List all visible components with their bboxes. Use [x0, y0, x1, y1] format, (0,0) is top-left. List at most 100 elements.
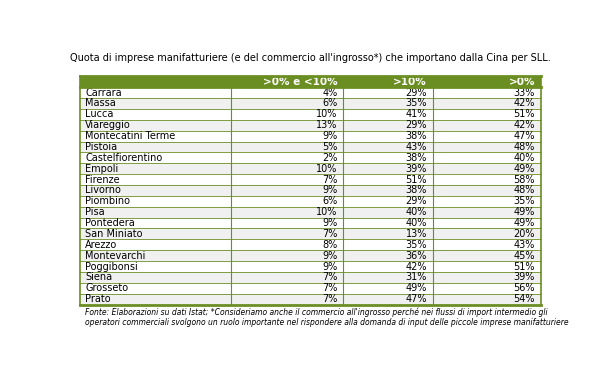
Text: 6%: 6% — [322, 98, 338, 109]
Bar — [81, 141, 231, 152]
Text: 48%: 48% — [514, 142, 535, 152]
Bar — [81, 218, 231, 228]
Bar — [81, 261, 231, 272]
Bar — [231, 120, 344, 131]
Text: 39%: 39% — [514, 272, 535, 282]
Text: 35%: 35% — [513, 196, 535, 206]
Bar — [231, 283, 344, 294]
Text: 48%: 48% — [514, 185, 535, 195]
Bar — [344, 98, 433, 109]
Bar — [433, 228, 541, 239]
Text: 40%: 40% — [405, 218, 427, 228]
Bar — [231, 228, 344, 239]
Text: 45%: 45% — [513, 251, 535, 261]
Bar — [433, 218, 541, 228]
Text: Pisa: Pisa — [85, 207, 105, 217]
Text: 51%: 51% — [513, 109, 535, 119]
Bar — [231, 152, 344, 163]
Text: 9%: 9% — [322, 218, 338, 228]
Bar — [433, 239, 541, 250]
Text: >0%: >0% — [508, 77, 535, 87]
Bar — [231, 131, 344, 141]
Bar — [81, 228, 231, 239]
Bar — [81, 207, 231, 218]
Text: 31%: 31% — [405, 272, 427, 282]
Bar — [231, 163, 344, 174]
Text: Fonte: Elaborazioni su dati Istat; *Consideriamo anche il commercio all'ingrosso: Fonte: Elaborazioni su dati Istat; *Cons… — [85, 307, 569, 328]
Text: 38%: 38% — [405, 131, 427, 141]
Bar — [81, 163, 231, 174]
Text: 41%: 41% — [405, 109, 427, 119]
Text: 29%: 29% — [405, 196, 427, 206]
Bar — [81, 131, 231, 141]
Text: Firenze: Firenze — [85, 174, 120, 185]
Text: 9%: 9% — [322, 131, 338, 141]
Text: Lucca: Lucca — [85, 109, 113, 119]
Text: 49%: 49% — [405, 283, 427, 293]
Bar — [433, 261, 541, 272]
Bar — [344, 152, 433, 163]
Bar — [344, 131, 433, 141]
Bar — [344, 239, 433, 250]
Text: 7%: 7% — [322, 283, 338, 293]
Text: 42%: 42% — [405, 261, 427, 272]
Text: 51%: 51% — [405, 174, 427, 185]
Bar — [81, 98, 231, 109]
Bar — [231, 272, 344, 283]
Text: 36%: 36% — [405, 251, 427, 261]
Bar — [81, 174, 231, 185]
Text: Castelfiorentino: Castelfiorentino — [85, 153, 162, 163]
Bar — [81, 239, 231, 250]
Text: San Miniato: San Miniato — [85, 229, 142, 239]
Bar — [231, 218, 344, 228]
Text: 10%: 10% — [316, 109, 338, 119]
Text: Grosseto: Grosseto — [85, 283, 128, 293]
Text: Massa: Massa — [85, 98, 116, 109]
Text: Pontedera: Pontedera — [85, 218, 135, 228]
Text: Viareggio: Viareggio — [85, 120, 131, 130]
Text: 39%: 39% — [405, 164, 427, 174]
Bar — [231, 109, 344, 120]
Bar — [81, 152, 231, 163]
Text: 49%: 49% — [514, 164, 535, 174]
Text: 2%: 2% — [322, 153, 338, 163]
Text: Quota di imprese manifatturiere (e del commercio all'ingrosso*) che importano da: Quota di imprese manifatturiere (e del c… — [70, 53, 551, 63]
Text: 33%: 33% — [514, 88, 535, 98]
Bar — [344, 272, 433, 283]
Bar — [231, 174, 344, 185]
Text: 40%: 40% — [405, 207, 427, 217]
Bar — [231, 141, 344, 152]
Text: 35%: 35% — [405, 240, 427, 250]
Bar — [433, 120, 541, 131]
Text: 49%: 49% — [514, 207, 535, 217]
Text: Montevarchi: Montevarchi — [85, 251, 145, 261]
Bar — [433, 185, 541, 196]
Bar — [433, 174, 541, 185]
Bar — [344, 120, 433, 131]
Bar — [344, 294, 433, 304]
Bar — [231, 76, 344, 87]
Bar — [231, 294, 344, 304]
Text: 43%: 43% — [405, 142, 427, 152]
Text: 13%: 13% — [405, 229, 427, 239]
Text: Montecatini Terme: Montecatini Terme — [85, 131, 175, 141]
Bar — [433, 294, 541, 304]
Text: Poggibonsi: Poggibonsi — [85, 261, 138, 272]
Text: 58%: 58% — [513, 174, 535, 185]
Text: 47%: 47% — [405, 294, 427, 304]
Bar — [433, 131, 541, 141]
Text: 29%: 29% — [405, 120, 427, 130]
Text: 7%: 7% — [322, 272, 338, 282]
Bar — [344, 109, 433, 120]
Bar — [433, 152, 541, 163]
Bar — [81, 283, 231, 294]
Text: 56%: 56% — [513, 283, 535, 293]
Bar — [231, 196, 344, 207]
Bar — [433, 141, 541, 152]
Bar — [231, 261, 344, 272]
Text: 42%: 42% — [513, 120, 535, 130]
Text: 38%: 38% — [405, 185, 427, 195]
Text: Carrara: Carrara — [85, 88, 122, 98]
Text: 6%: 6% — [322, 196, 338, 206]
Text: Siena: Siena — [85, 272, 112, 282]
